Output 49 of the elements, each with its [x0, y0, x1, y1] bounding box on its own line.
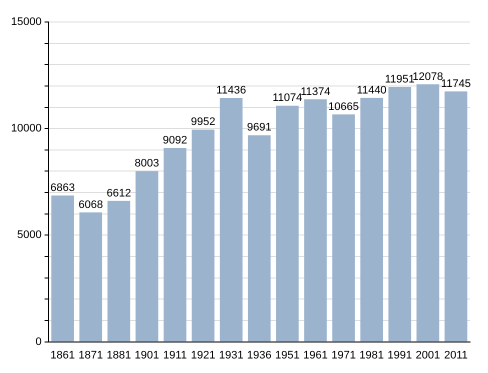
- bar: [304, 99, 327, 342]
- bar: [388, 87, 412, 342]
- bar: [332, 114, 355, 342]
- bar: [444, 91, 468, 342]
- bar: [248, 135, 271, 342]
- x-tick-label: 1861: [50, 349, 75, 362]
- data-label: 6612: [106, 187, 132, 200]
- bar: [416, 84, 440, 342]
- x-tick-label: 1971: [331, 349, 356, 362]
- y-tick-label: 5000: [17, 229, 42, 242]
- data-label: 11074: [272, 92, 302, 104]
- x-tick-label: 1911: [163, 349, 187, 362]
- bar: [136, 171, 158, 342]
- x-tick-label: 1931: [218, 349, 244, 362]
- data-label: 6863: [50, 182, 75, 194]
- data-label: 8003: [134, 158, 160, 170]
- bar: [220, 98, 243, 342]
- data-label: 10665: [328, 100, 359, 113]
- y-tick-label: 15000: [10, 16, 42, 28]
- x-tick-label: 1991: [388, 349, 412, 362]
- x-tick-label: 2011: [444, 349, 468, 362]
- data-label: 9952: [190, 116, 216, 128]
- data-label: 11374: [300, 86, 330, 98]
- x-tick-label: 1871: [78, 349, 103, 362]
- data-label: 9691: [247, 122, 272, 134]
- data-label: 11436: [216, 84, 246, 97]
- y-tick-label: 10000: [10, 122, 42, 135]
- x-tick-label: 1981: [359, 349, 384, 362]
- bar: [164, 148, 186, 342]
- x-tick-label: 1921: [190, 349, 216, 362]
- bar: [79, 212, 102, 342]
- y-tick-label: 0: [35, 336, 42, 348]
- x-tick-label: 1881: [106, 349, 132, 362]
- data-label: 12078: [412, 70, 444, 83]
- data-label: 11440: [356, 84, 387, 96]
- bar: [107, 200, 130, 342]
- data-label: 9092: [162, 134, 188, 146]
- bar: [360, 98, 384, 342]
- data-label: 11745: [441, 78, 471, 90]
- x-tick-label: 1961: [303, 349, 328, 362]
- data-label: 11951: [384, 74, 415, 86]
- x-tick-label: 1951: [275, 349, 300, 362]
- bar: [276, 106, 299, 342]
- bar: [192, 130, 214, 342]
- data-label: 6068: [78, 198, 103, 211]
- x-tick-label: 1901: [134, 349, 160, 362]
- x-tick-label: 2001: [416, 349, 440, 362]
- x-tick-label: 1936: [247, 349, 272, 362]
- bar: [51, 195, 74, 342]
